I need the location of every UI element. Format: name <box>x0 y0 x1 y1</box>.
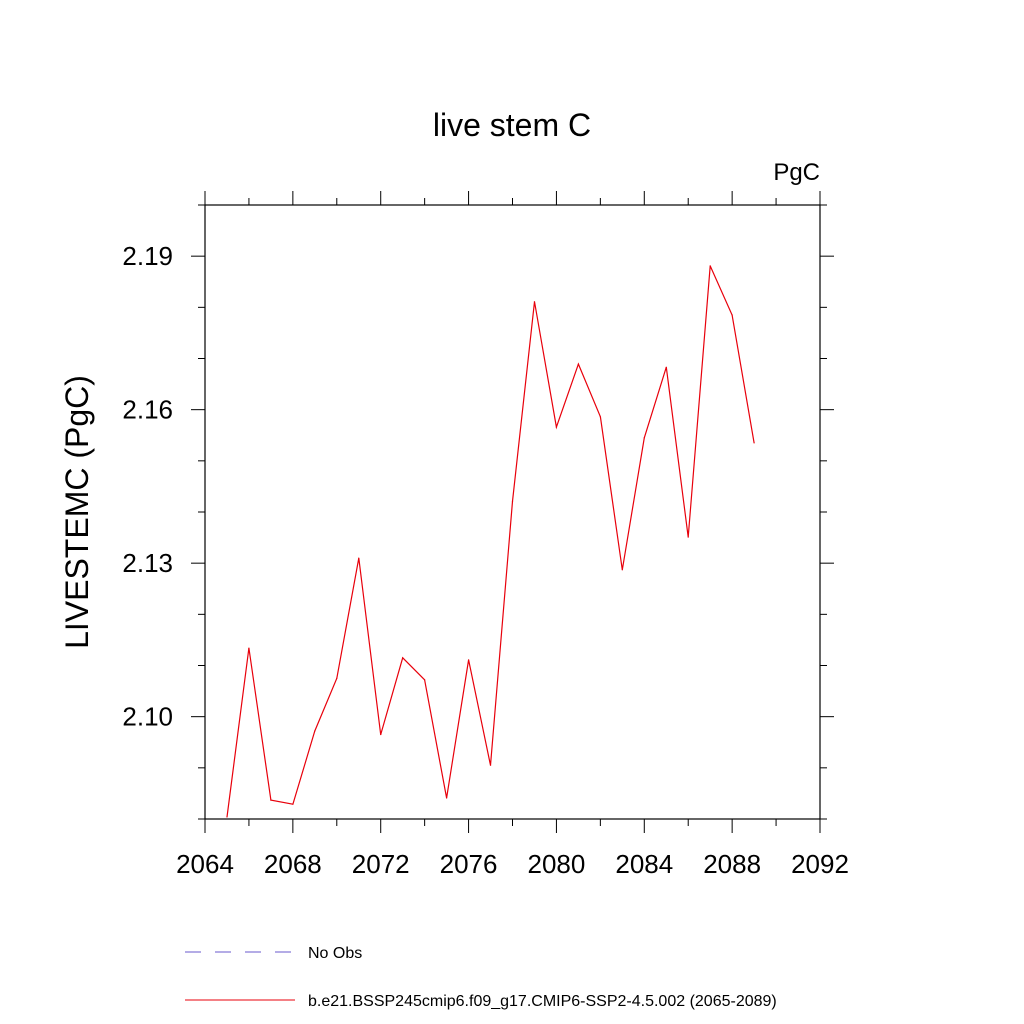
x-tick-label: 2072 <box>352 849 410 879</box>
series-line <box>226 265 755 818</box>
axis-ticks <box>191 191 834 833</box>
data-point <box>358 557 360 559</box>
data-point <box>599 416 601 418</box>
data-point <box>380 733 382 736</box>
data-point <box>731 314 733 316</box>
y-tick-label: 2.19 <box>122 241 173 271</box>
legend-label-model-run: b.e21.BSSP245cmip6.f09_g17.CMIP6-SSP2-4.… <box>308 993 777 1010</box>
data-point <box>643 437 645 439</box>
data-point <box>533 301 536 303</box>
x-tick-label: 2084 <box>615 849 673 879</box>
y-axis-label: LIVESTEMC (PgC) <box>59 375 95 649</box>
data-point <box>577 363 579 365</box>
axis-tick-labels: 2064 2068 2072 2076 2080 2084 2088 2092 2.10 2.13… <box>122 241 849 879</box>
x-tick-label: 2076 <box>440 849 498 879</box>
data-point <box>314 730 316 732</box>
x-tick-label: 2092 <box>791 849 849 879</box>
x-tick-label: 2068 <box>264 849 322 879</box>
data-point <box>511 500 514 502</box>
units-label: PgC <box>773 159 820 186</box>
data-point <box>555 426 558 428</box>
data-point <box>489 764 492 766</box>
data-point <box>446 797 448 799</box>
x-tick-label: 2064 <box>176 849 234 879</box>
chart-title: live stem C <box>433 107 591 143</box>
data-point <box>270 799 272 801</box>
data-point <box>248 647 250 649</box>
data-point <box>753 442 755 444</box>
data-point <box>292 803 294 805</box>
data-point <box>709 265 711 267</box>
x-tick-label: 2088 <box>703 849 761 879</box>
y-tick-label: 2.16 <box>122 395 173 425</box>
data-point <box>687 536 689 538</box>
y-tick-label: 2.13 <box>122 548 173 578</box>
data-point <box>467 659 470 661</box>
series-group <box>226 265 755 818</box>
data-point <box>665 366 667 368</box>
plot-frame <box>204 204 821 820</box>
data-point <box>424 679 426 681</box>
legend: No Obs b.e21.BSSP245cmip6.f09_g17.CMIP6-… <box>185 945 777 1010</box>
data-point <box>621 569 623 571</box>
data-point <box>336 677 338 679</box>
data-point <box>402 657 404 659</box>
legend-label-no-obs: No Obs <box>308 945 362 962</box>
y-tick-label: 2.10 <box>122 702 173 732</box>
data-point <box>226 816 228 818</box>
x-tick-label: 2080 <box>528 849 586 879</box>
